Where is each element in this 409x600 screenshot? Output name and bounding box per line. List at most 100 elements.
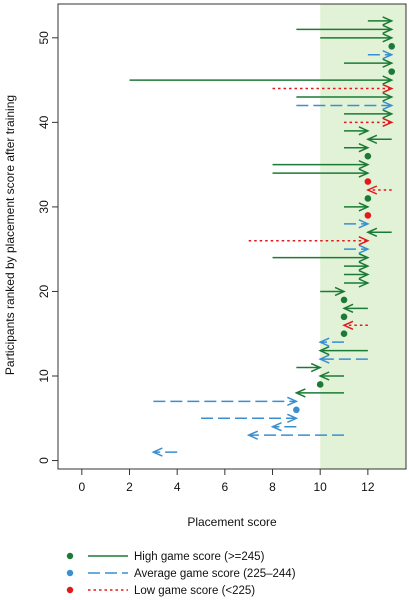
participant-point (364, 178, 372, 185)
axes-frame (57, 3, 407, 470)
participant-arrow (320, 33, 394, 43)
x-tick-label: 10 (314, 480, 328, 494)
participant-arrow (344, 143, 370, 153)
arrow-head (358, 252, 370, 263)
arrow-head (246, 430, 258, 440)
arrow-head (358, 219, 370, 229)
participant-point (364, 152, 372, 160)
participant-arrow (294, 388, 345, 398)
y-tick-label: 30 (37, 200, 51, 214)
participant-arrow (296, 100, 394, 111)
participant-arrow (129, 75, 394, 85)
arrow-head (342, 320, 354, 330)
arrow-head (318, 354, 330, 364)
arrow-head (287, 413, 299, 423)
x-tick-label: 4 (174, 480, 181, 494)
participant-arrow (366, 227, 392, 237)
participant-arrow (272, 168, 370, 178)
legend-entry: Low game score (<225) (66, 585, 255, 597)
legend-entry: High game score (>=245) (66, 551, 265, 563)
x-axis-title: Placement score (187, 515, 277, 529)
participant-arrow (342, 303, 368, 314)
arrow-head (382, 16, 394, 26)
participant-arrow (272, 83, 394, 94)
arrow-head (382, 117, 394, 128)
arrow-head (382, 83, 394, 94)
participant-point (340, 313, 348, 321)
arrow-head (358, 126, 370, 136)
participant-arrow (366, 134, 392, 144)
legend-label: Low game score (<225) (134, 585, 255, 597)
y-tick-label: 10 (37, 369, 51, 383)
plot-area: 0 2 4 6 8 10 12 0 10 20 30 40 50 (37, 3, 407, 494)
arrow-head (382, 75, 394, 85)
participant-point (340, 330, 348, 338)
arrow-head (318, 337, 330, 347)
participant-arrow (151, 447, 178, 457)
participant-arrow (318, 371, 345, 381)
y-axis-title: Participants ranked by placement score a… (3, 95, 17, 375)
arrow-head (287, 396, 299, 407)
participant-arrow (153, 396, 299, 407)
participant-arrow (344, 261, 370, 271)
arrow-head (270, 422, 282, 432)
arrow-head (382, 50, 394, 60)
participant-arrow (344, 202, 370, 212)
participant-point (364, 212, 372, 219)
arrow-head (318, 345, 330, 356)
arrow-head (382, 33, 394, 43)
arrow-head (358, 278, 370, 288)
arrow-head (342, 303, 354, 314)
target-region-shading (320, 4, 406, 469)
participant-arrow (344, 58, 394, 68)
participant-arrow (248, 236, 370, 246)
arrow-head (334, 286, 346, 297)
participant-point (340, 296, 348, 304)
participant-arrow (344, 109, 394, 119)
legend: High game score (>=245) Average game scor… (66, 551, 296, 597)
participant-arrow (296, 24, 394, 35)
participant-arrow (344, 126, 370, 136)
legend-label: Average game score (225–244) (134, 568, 296, 580)
y-tick-label: 50 (37, 31, 51, 45)
arrow-head (382, 100, 394, 111)
participant-arrow (366, 185, 392, 195)
x-tick-label: 2 (126, 480, 133, 494)
arrow-head (310, 362, 323, 373)
arrow-head (382, 92, 394, 102)
y-tick-label: 20 (37, 284, 51, 298)
x-tick-label: 0 (78, 480, 85, 494)
participant-arrow (201, 413, 299, 423)
participant-arrow (318, 354, 368, 364)
arrow-head (358, 261, 370, 271)
arrow-head (366, 227, 378, 237)
arrow-head (294, 388, 306, 398)
participant-arrow (320, 286, 346, 297)
x-tick-label: 8 (269, 480, 276, 494)
y-tick-label: 0 (37, 457, 51, 464)
participant-point (388, 42, 395, 50)
participant-point (364, 195, 372, 202)
participant-point (316, 381, 324, 388)
arrow-head (358, 168, 370, 178)
arrow-head (366, 134, 378, 144)
participant-arrow (272, 159, 370, 170)
participant-arrow (367, 50, 394, 60)
participant-arrow (344, 219, 370, 229)
legend-marker (66, 586, 74, 594)
arrow-head (358, 244, 370, 254)
participant-arrow (272, 252, 370, 263)
arrow-head (358, 269, 370, 280)
participant-arrow (344, 269, 370, 280)
x-tick-label: 12 (361, 480, 375, 494)
participant-arrow (318, 337, 345, 347)
arrow-head (366, 185, 378, 195)
arrow-head (382, 24, 394, 35)
participant-arrow (318, 345, 368, 356)
participant-arrow (296, 362, 323, 373)
participant-point (388, 68, 395, 75)
participant-arrow (270, 422, 297, 432)
participant-arrow (342, 320, 368, 330)
legend-entry: Average game score (225–244) (66, 568, 296, 580)
